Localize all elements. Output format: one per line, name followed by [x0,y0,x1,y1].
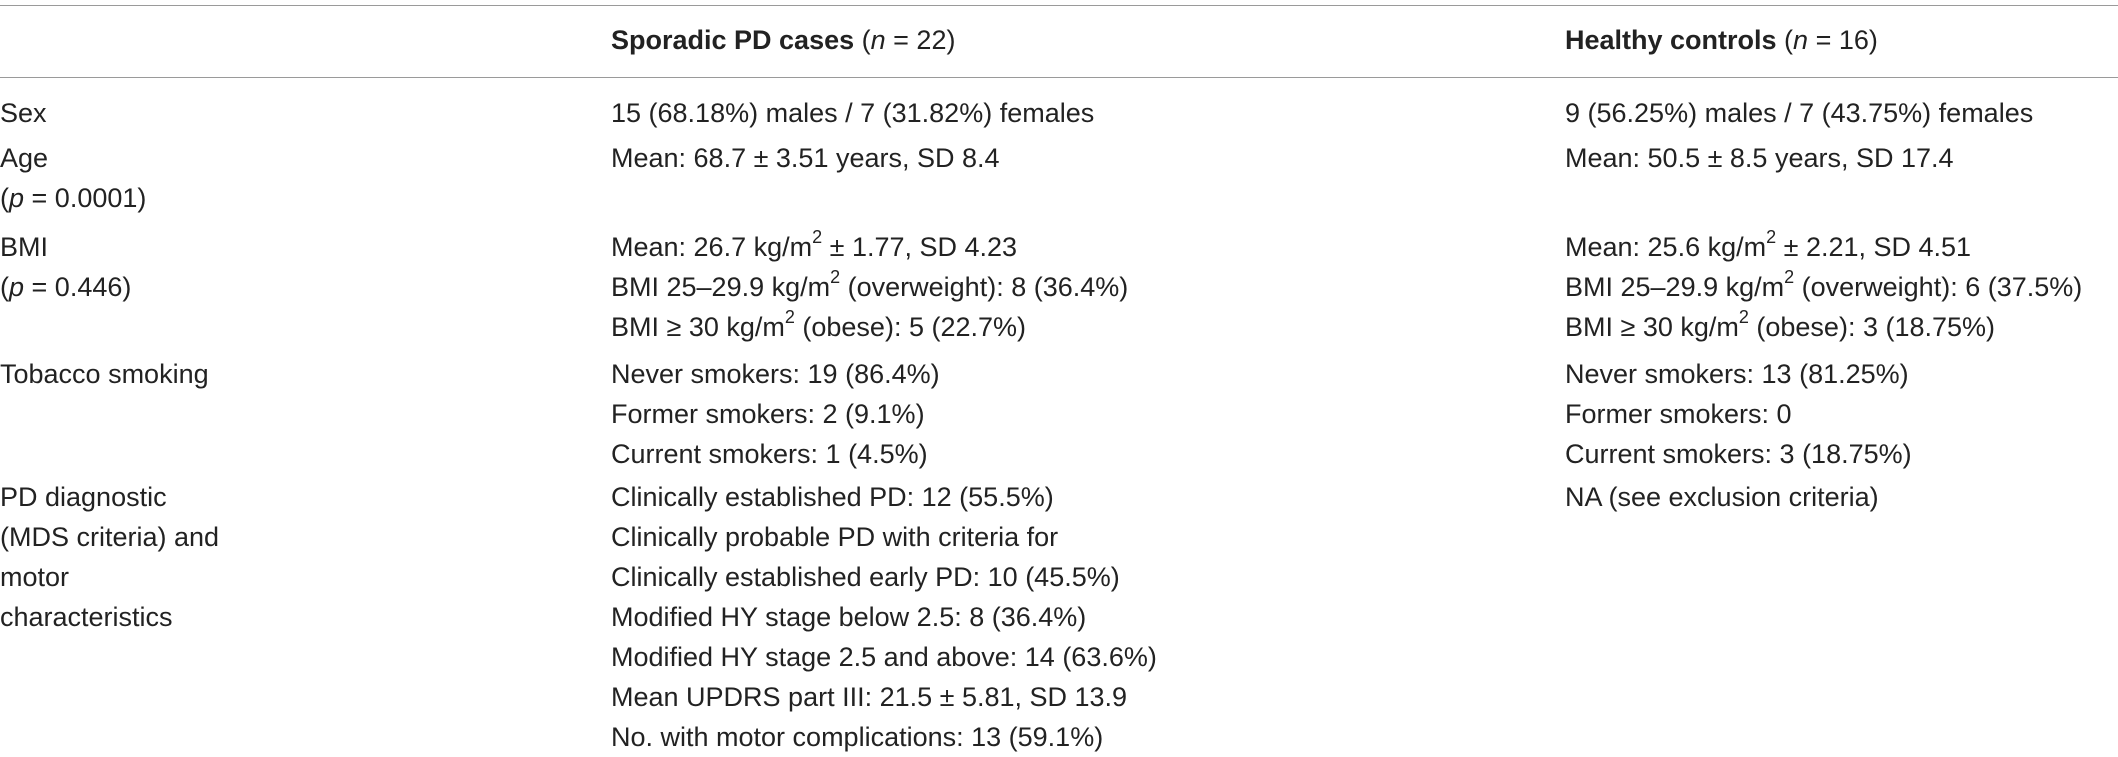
pd-cell: Clinically established PD: 12 (55.5%) Cl… [611,482,1157,752]
row-label: PD diagnostic (MDS criteria) and motor c… [0,482,220,632]
table-header-rule [0,77,2118,78]
row-label: BMI (p = 0.446) [0,227,131,307]
row-label: Age (p = 0.0001) [0,138,146,218]
header-pd-cases: Sporadic PD cases (n = 22) [611,25,956,55]
table-header-row: Sporadic PD cases (n = 22) Healthy contr… [0,20,2118,60]
hc-cell: Mean: 25.6 kg/m2 ± 2.21, SD 4.51 BMI 25–… [1565,227,2083,342]
header-healthy-controls: Healthy controls (n = 16) [1565,25,1878,55]
pd-cell: Mean: 68.7 ± 3.51 years, SD 8.4 [611,143,1000,173]
table-top-rule [0,5,2118,6]
pd-cell: 15 (68.18%) males / 7 (31.82%) females [611,98,1095,128]
hc-cell: NA (see exclusion criteria) [1565,482,1879,512]
hc-cell: 9 (56.25%) males / 7 (43.75%) females [1565,98,2034,128]
hc-cell: Mean: 50.5 ± 8.5 years, SD 17.4 [1565,143,1954,173]
p-value: (p = 0.0001) [0,183,147,213]
pd-cell: Never smokers: 19 (86.4%) Former smokers… [611,359,940,469]
pd-cell: Mean: 26.7 kg/m2 ± 1.77, SD 4.23 BMI 25–… [611,227,1129,342]
p-value: (p = 0.446) [0,272,132,302]
row-label: Tobacco smoking [0,359,209,389]
row-label: Sex [0,98,47,128]
hc-cell: Never smokers: 13 (81.25%) Former smoker… [1565,359,1912,469]
